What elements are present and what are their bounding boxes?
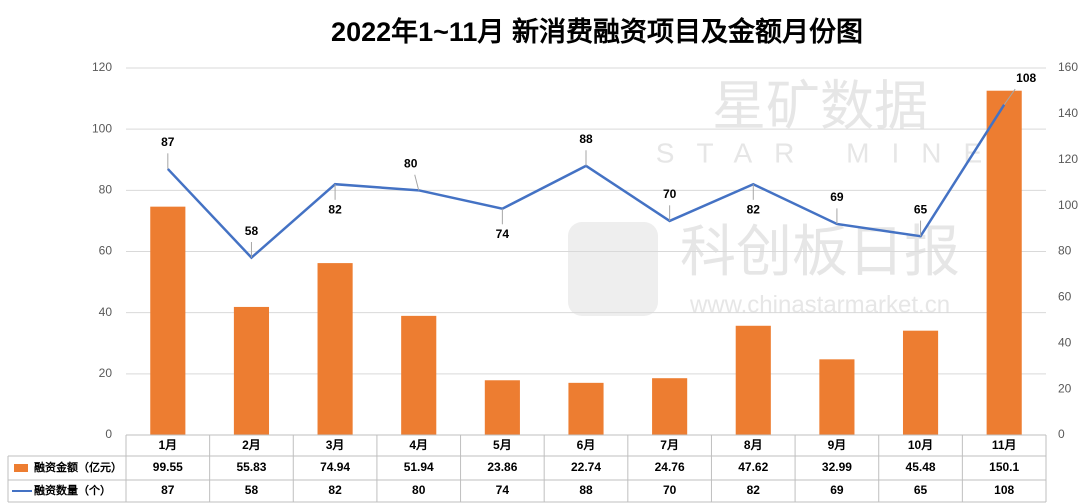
- legend-label: 融资金额（亿元）: [34, 460, 122, 474]
- bar: [652, 378, 688, 435]
- bar: [986, 90, 1022, 435]
- table-cell: 74.94: [320, 460, 350, 474]
- data-label: 88: [579, 132, 593, 146]
- table-cell: 88: [579, 483, 593, 497]
- table-cell: 99.55: [153, 460, 183, 474]
- table-cell: 87: [161, 483, 175, 497]
- y-tick-label: 100: [92, 121, 112, 135]
- watermark: STAR MINE: [656, 137, 1004, 168]
- chart-title: 2022年1~11月 新消费融资项目及金额月份图: [331, 16, 863, 47]
- table-cell: 74: [496, 483, 510, 497]
- y-tick-label: 0: [105, 427, 112, 441]
- data-label: 108: [1016, 71, 1036, 85]
- table-cell: 150.1: [989, 460, 1019, 474]
- watermark-logo: [568, 222, 658, 316]
- data-label: 74: [496, 227, 510, 241]
- data-label: 82: [747, 202, 761, 216]
- bar: [819, 359, 855, 435]
- table-cell: 45.48: [906, 460, 936, 474]
- x-tick-label: 7月: [660, 438, 679, 452]
- table-cell: 22.74: [571, 460, 601, 474]
- x-tick-label: 11月: [992, 438, 1017, 452]
- y2-tick-label: 0: [1058, 427, 1065, 441]
- y2-tick-label: 120: [1058, 152, 1078, 166]
- x-tick-label: 10月: [908, 438, 933, 452]
- x-tick-label: 3月: [326, 438, 345, 452]
- table-cell: 51.94: [404, 460, 434, 474]
- table-cell: 65: [914, 483, 928, 497]
- y2-tick-label: 20: [1058, 381, 1072, 395]
- table-cell: 55.83: [236, 460, 266, 474]
- y2-tick-label: 160: [1058, 60, 1078, 74]
- legend-swatch: [14, 464, 28, 472]
- y-tick-label: 60: [99, 244, 113, 258]
- bar: [317, 263, 353, 435]
- x-tick-label: 9月: [828, 438, 847, 452]
- data-label: 65: [914, 202, 928, 216]
- y2-tick-label: 140: [1058, 106, 1078, 120]
- data-label: 58: [245, 224, 259, 238]
- bar: [902, 330, 939, 435]
- table-cell: 47.62: [738, 460, 768, 474]
- table-cell: 32.99: [822, 460, 852, 474]
- table-cell: 82: [747, 483, 761, 497]
- watermark: www.chinastarmarket.cn: [689, 291, 950, 318]
- data-label: 87: [161, 135, 175, 149]
- x-tick-label: 4月: [409, 438, 428, 452]
- table-cell: 58: [245, 483, 259, 497]
- data-label: 82: [328, 202, 342, 216]
- y-tick-label: 40: [99, 305, 113, 319]
- bar: [568, 382, 604, 435]
- bar: [735, 325, 771, 435]
- x-tick-label: 2月: [242, 438, 261, 452]
- bar: [233, 306, 270, 435]
- table-cell: 82: [328, 483, 342, 497]
- x-tick-label: 5月: [493, 438, 512, 452]
- bar: [150, 206, 186, 435]
- y2-tick-label: 80: [1058, 244, 1072, 258]
- legend-label: 融资数量（个）: [34, 483, 111, 497]
- watermark: 星矿数据: [712, 76, 928, 136]
- x-tick-label: 8月: [744, 438, 763, 452]
- label-leader: [414, 174, 420, 191]
- x-tick-label: 6月: [577, 438, 596, 452]
- table-cell: 80: [412, 483, 426, 497]
- y2-tick-label: 40: [1058, 335, 1072, 349]
- label-leader: [1003, 88, 1016, 105]
- data-label: 80: [404, 157, 418, 171]
- bar: [401, 315, 437, 435]
- y-tick-label: 80: [99, 183, 113, 197]
- bar: [484, 380, 520, 435]
- table-cell: 70: [663, 483, 677, 497]
- y2-tick-label: 60: [1058, 290, 1072, 304]
- table-cell: 108: [994, 483, 1014, 497]
- y2-tick-label: 100: [1058, 198, 1078, 212]
- table-cell: 23.86: [487, 460, 517, 474]
- y-tick-label: 120: [92, 60, 112, 74]
- table-cell: 24.76: [655, 460, 685, 474]
- x-tick-label: 1月: [158, 438, 177, 452]
- table-cell: 69: [830, 483, 844, 497]
- y-tick-label: 20: [99, 366, 113, 380]
- data-label: 70: [663, 187, 677, 201]
- data-label: 69: [830, 190, 844, 204]
